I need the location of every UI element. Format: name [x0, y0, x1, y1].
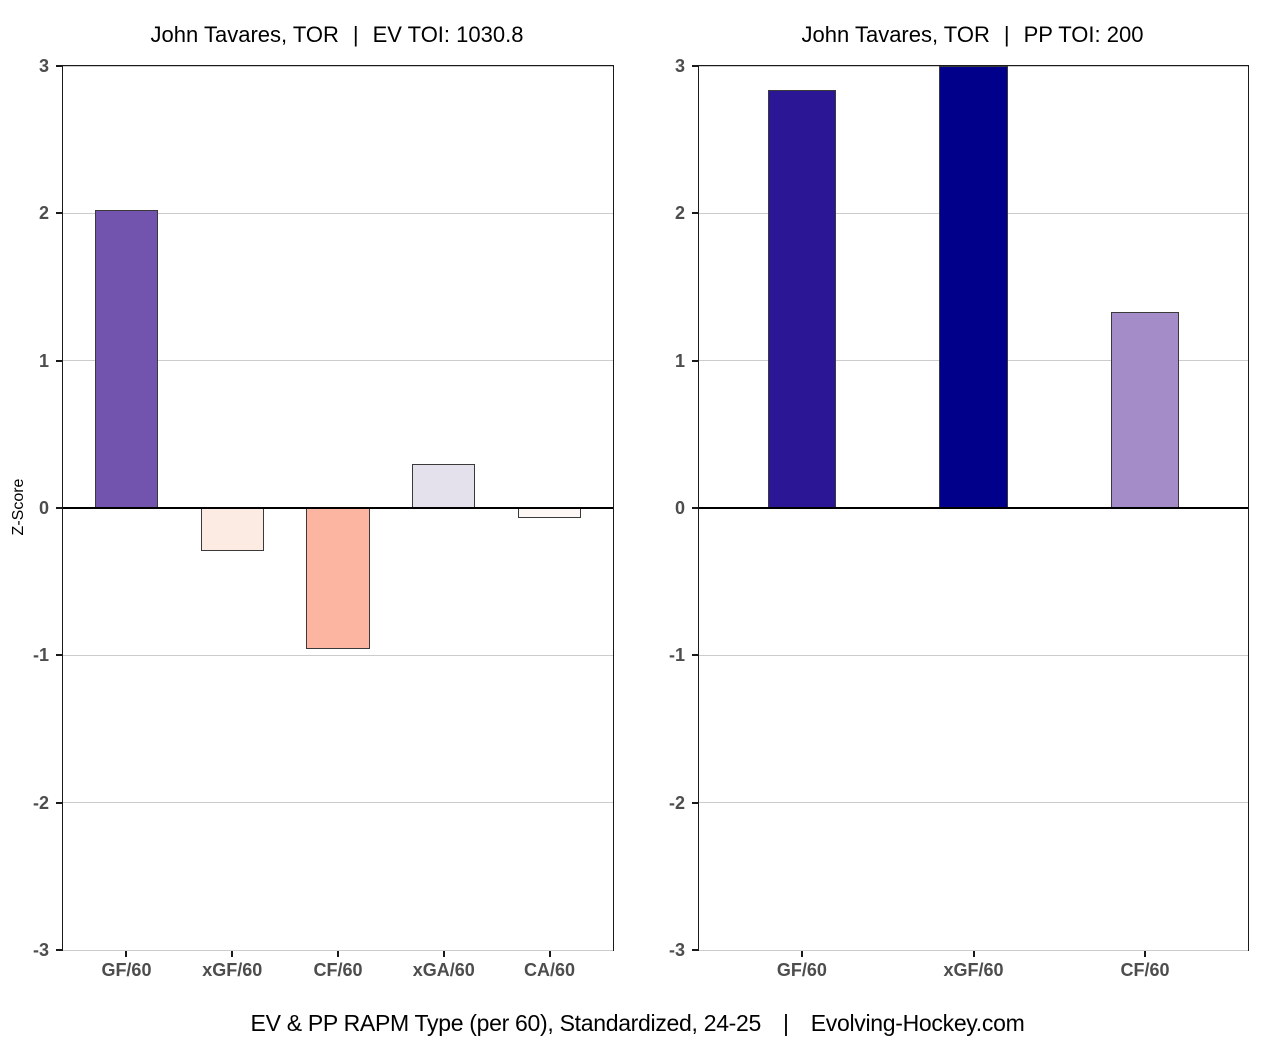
bar-cf-60 — [1110, 312, 1180, 508]
gridline-y--1 — [63, 654, 613, 656]
y-tick-mark — [692, 654, 698, 657]
gridline-y-3 — [63, 65, 613, 67]
x-tick-mark — [972, 951, 975, 957]
x-tick-mark — [800, 951, 803, 957]
y-tick-label: 2 — [674, 203, 685, 224]
caption-source: Evolving-Hockey.com — [810, 1010, 1025, 1036]
x-tick-mark — [231, 951, 234, 957]
x-tick-label: CF/60 — [313, 960, 363, 980]
gridline-y-1 — [63, 360, 613, 362]
bar-xgf-60 — [200, 508, 264, 551]
x-tick-label: GF/60 — [776, 960, 827, 980]
y-tick-mark — [56, 654, 62, 657]
y-tick-label: -3 — [668, 940, 685, 960]
left-chart-title-stat: EV TOI: 1030.8 — [372, 22, 524, 47]
bar-cf-60 — [306, 508, 370, 650]
y-tick-label: -2 — [32, 792, 49, 813]
y-tick-label: 1 — [38, 350, 49, 371]
x-tick-mark — [1144, 951, 1147, 957]
x-tick-mark — [337, 951, 339, 957]
y-tick-mark — [692, 65, 698, 67]
y-tick-mark — [56, 507, 62, 509]
zero-line — [63, 507, 613, 509]
x-tick-label: CA/60 — [524, 960, 576, 980]
bar-xgf-60 — [939, 66, 1008, 508]
gridline-y--1 — [699, 654, 1248, 656]
y-tick-mark — [56, 212, 62, 215]
bar-ca-60 — [517, 508, 582, 519]
x-tick-label: GF/60 — [101, 960, 152, 980]
zero-line — [699, 507, 1248, 509]
y-tick-label: -1 — [668, 645, 685, 666]
y-tick-label: 2 — [38, 203, 49, 224]
y-tick-mark — [692, 801, 698, 804]
gridline-y--3 — [63, 949, 613, 951]
caption-separator: | — [783, 1010, 789, 1036]
x-tick-label: xGA/60 — [412, 960, 475, 980]
x-tick-mark — [548, 951, 551, 957]
y-tick-mark — [692, 212, 698, 215]
y-tick-mark — [56, 801, 62, 804]
x-tick-mark — [125, 951, 128, 957]
y-tick-label: 3 — [674, 56, 685, 76]
caption-description: EV & PP RAPM Type (per 60), Standardized… — [250, 1010, 762, 1036]
right-chart-title-stat: PP TOI: 200 — [1023, 22, 1144, 47]
x-tick-label: xGF/60 — [202, 960, 263, 980]
y-tick-mark — [692, 507, 698, 509]
y-tick-mark — [692, 359, 698, 362]
x-tick-mark — [442, 951, 445, 957]
y-tick-mark — [56, 949, 62, 951]
gridline-y--2 — [63, 802, 613, 804]
left-chart-title-player: John Tavares, TOR — [150, 22, 339, 47]
y-tick-label: 3 — [38, 56, 49, 76]
y-tick-label: 0 — [38, 498, 49, 518]
ev-rapm-panel: 3 2 1 0 -1 -2 -3 GF/60 xGF/60 CF/60 xGA/60 CA/60 — [33, 57, 614, 980]
right-chart-title-player: John Tavares, TOR — [801, 22, 990, 47]
gridline-y--3 — [699, 949, 1248, 951]
y-tick-label: -1 — [32, 645, 49, 666]
y-tick-label: 0 — [674, 498, 685, 518]
y-tick-mark — [56, 359, 62, 362]
figure-caption: EV & PP RAPM Type (per 60), Standardized… — [0, 1010, 1275, 1037]
gridline-y--2 — [699, 802, 1248, 804]
bar-gf-60 — [94, 210, 159, 508]
y-tick-mark — [56, 65, 62, 67]
bar-xga-60 — [412, 463, 476, 508]
bar-gf-60 — [767, 89, 837, 508]
y-tick-label: -3 — [32, 940, 49, 960]
y-tick-mark — [692, 949, 698, 951]
right-chart-title-separator: | — [1003, 22, 1010, 47]
y-tick-label: -2 — [668, 792, 685, 813]
pp-rapm-panel: 3 2 1 0 -1 -2 -3 GF/60 xGF/60 CF/60 — [669, 57, 1249, 980]
x-tick-label: CF/60 — [1120, 960, 1170, 980]
left-chart-title-separator: | — [352, 22, 359, 47]
y-tick-label: 1 — [674, 350, 685, 371]
gridline-y-2 — [63, 212, 613, 214]
right-chart-title: John Tavares, TOR | PP TOI: 200 — [698, 22, 1247, 52]
left-chart-title: John Tavares, TOR | EV TOI: 1030.8 — [62, 22, 612, 52]
x-tick-label: xGF/60 — [943, 960, 1004, 980]
